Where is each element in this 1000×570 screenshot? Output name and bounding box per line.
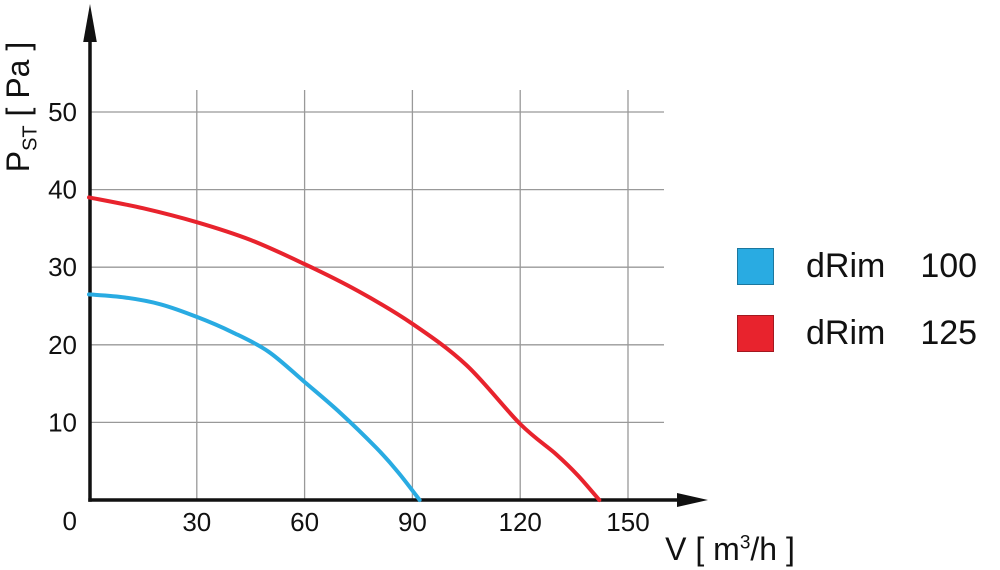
- y-tick-label: 40: [48, 175, 77, 205]
- x-tick-label: 150: [606, 507, 649, 537]
- legend-size-label: 125: [920, 314, 978, 352]
- y-axis-subscript: ST: [19, 125, 42, 151]
- x-axis-title: V [ m3/h ]: [650, 531, 810, 568]
- curve-drim-100: [87, 292, 422, 502]
- legend-model-label: dRim: [806, 314, 886, 352]
- curve-drim-125: [87, 195, 602, 502]
- x-tick-label: 30: [182, 507, 211, 537]
- x-tick-label: 90: [398, 507, 427, 537]
- legend-swatch-blue: [737, 248, 774, 285]
- y-tick-label: 20: [48, 330, 77, 360]
- legend-swatch-red: [737, 315, 774, 352]
- y-tick-label: 50: [48, 97, 77, 127]
- x-tick-label: 60: [290, 507, 319, 537]
- y-axis-arrow-icon: [83, 4, 97, 42]
- legend-model-label: dRim: [806, 247, 886, 285]
- y-axis-units: [ Pa ]: [0, 41, 36, 126]
- y-axis-title: PST [ Pa ]: [0, 0, 42, 237]
- legend: dRim 100 dRim 125: [737, 247, 978, 382]
- x-axis-arrow-icon: [677, 493, 708, 507]
- x-axis-title-pre: V [ m: [665, 531, 740, 567]
- y-tick-label: 10: [48, 407, 77, 437]
- legend-size-label: 100: [920, 247, 978, 285]
- legend-item-drim-125: dRim 125: [737, 314, 978, 352]
- y-axis-symbol: P: [0, 150, 36, 173]
- x-axis-title-sup: 3: [739, 532, 751, 554]
- x-axis-title-post: /h ]: [750, 531, 795, 567]
- x-tick-label: 120: [499, 507, 542, 537]
- y-tick-label: 30: [48, 252, 77, 282]
- legend-item-drim-100: dRim 100: [737, 247, 978, 285]
- y-tick-label: 0: [63, 506, 77, 536]
